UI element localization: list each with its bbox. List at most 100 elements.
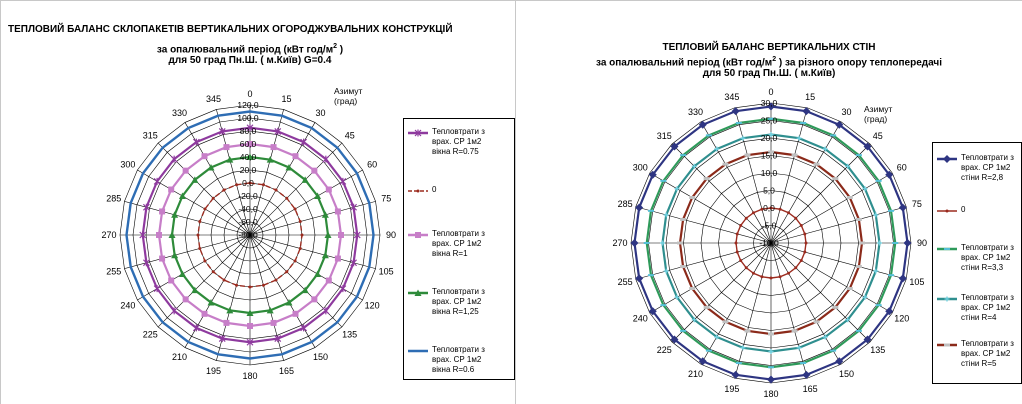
angle-label: 165 [803, 384, 818, 394]
series-point [714, 146, 720, 152]
series-point [804, 241, 808, 245]
legend-swatch-marker [415, 232, 421, 238]
angle-label: 75 [381, 194, 391, 204]
angle-label: 225 [657, 345, 672, 355]
series-point [153, 285, 161, 293]
series-point [799, 259, 803, 262]
angle-label: 285 [618, 199, 633, 209]
legend-swatch [937, 343, 957, 347]
radial-tick-label: 40,0 [240, 152, 257, 162]
legend-walls: Тепловтрати з врах. СР 1м2 стіни R=2,8 0 Т… [932, 142, 1022, 384]
angle-label: 315 [657, 131, 672, 141]
series-point [142, 203, 150, 211]
legend-item: Тепловтрати з врах. СР 1м2 вікна R=0.6 [406, 345, 514, 381]
series-point [689, 196, 696, 199]
series-point [778, 275, 782, 279]
radar-spoke [700, 242, 772, 365]
series-point [660, 240, 665, 246]
angle-label: 210 [172, 352, 187, 362]
radial-tick-label: -80,0 [238, 230, 258, 240]
radial-tick-label: 25,0 [761, 116, 778, 126]
radial-tick-label: 100,0 [237, 113, 259, 123]
series-point [338, 232, 344, 238]
series-point [201, 153, 208, 160]
legend-label: Тепловтрати з врах. СР 1м2 вікна R=0.75 [432, 127, 485, 156]
legend-swatch [937, 247, 957, 251]
series-point [873, 212, 879, 218]
legend-label: 0 [432, 185, 437, 194]
series-point [794, 216, 798, 220]
series-point [691, 317, 697, 323]
legend-item: Тепловтрати з врах. СР 1м2 стіни R=4 [935, 293, 1021, 329]
radar-spoke [770, 121, 842, 244]
series-point [191, 176, 199, 183]
series-point [274, 335, 282, 343]
series-point [862, 186, 868, 192]
series-point [285, 270, 289, 274]
series-point [845, 163, 851, 169]
legend-swatch-marker [945, 209, 949, 213]
series-point [321, 211, 329, 218]
angle-label: 270 [101, 230, 116, 240]
series-point [285, 163, 293, 171]
series-point [714, 334, 720, 340]
series-point [311, 167, 318, 174]
legend-item: Тепловтрати з врах. СР 1м2 стіни R=5 [935, 339, 1021, 375]
radial-tick-label: 0,0 [242, 178, 254, 188]
series-point [767, 102, 775, 111]
series-point [735, 232, 739, 236]
legend-label: Тепловтрати з врах. СР 1м2 стіни R=3,3 [961, 243, 1014, 272]
legend-item: 0 [406, 185, 514, 221]
series-point [635, 203, 644, 212]
series-point [339, 177, 347, 185]
series-point [325, 277, 332, 284]
series-point [740, 345, 746, 351]
series-point [192, 324, 200, 332]
series-point [863, 335, 872, 344]
subtitle-superscript: 2 [333, 43, 337, 50]
series-point [350, 259, 358, 267]
legend-item: Тепловтрати з врах. СР 1м2 вікна R=0.75 [406, 127, 514, 163]
series-point [222, 188, 226, 192]
series-point [142, 259, 150, 267]
angle-label: 240 [120, 301, 135, 311]
series-point [223, 144, 230, 151]
series-point [201, 310, 208, 317]
radial-tick-label: 60,0 [240, 139, 257, 149]
radar-spoke [649, 172, 772, 244]
subtitle-end: ) за різного опору теплопередачі [776, 57, 943, 69]
radar-spoke [770, 242, 907, 280]
radar-spoke [635, 242, 772, 280]
series-point [325, 186, 332, 193]
angle-label: 60 [897, 163, 907, 173]
legend-label: Тепловтрати з врах. СР 1м2 вікна R=0.6 [432, 345, 485, 374]
series-point [739, 224, 743, 227]
legend-item: Тепловтрати з врах. СР 1м2 стіни R=2,8 [935, 153, 1021, 189]
series-point [292, 310, 299, 317]
legend-swatch-marker [416, 189, 420, 193]
series-point [739, 259, 743, 262]
series-point [744, 153, 751, 157]
subtitle-text: за опалювальний період (кВт год/м [156, 44, 334, 56]
series-point [156, 232, 162, 238]
series-2 [643, 117, 899, 369]
series-3 [660, 132, 882, 354]
legend-label: Тепловтрати з врах. СР 1м2 вікна R=1,25 [432, 287, 485, 316]
series-point [168, 277, 175, 284]
series-point [300, 233, 304, 237]
series-point [855, 265, 862, 269]
angle-label: 120 [894, 314, 909, 324]
series-point [139, 231, 147, 239]
chart-title: ТЕПЛОВИЙ БАЛАНС ВЕРТИКАЛЬНИХ СТІН [662, 42, 876, 53]
angle-label: 165 [279, 366, 294, 376]
series-point [635, 274, 644, 283]
radar-spoke [700, 121, 772, 244]
series-point [903, 239, 912, 247]
series-point [350, 203, 358, 211]
series-point [246, 338, 254, 346]
series-point [324, 231, 332, 238]
radar-spoke [770, 107, 808, 244]
series-point [822, 146, 828, 152]
radial-tick-label: 5,0 [763, 186, 775, 196]
series-point [178, 270, 186, 277]
